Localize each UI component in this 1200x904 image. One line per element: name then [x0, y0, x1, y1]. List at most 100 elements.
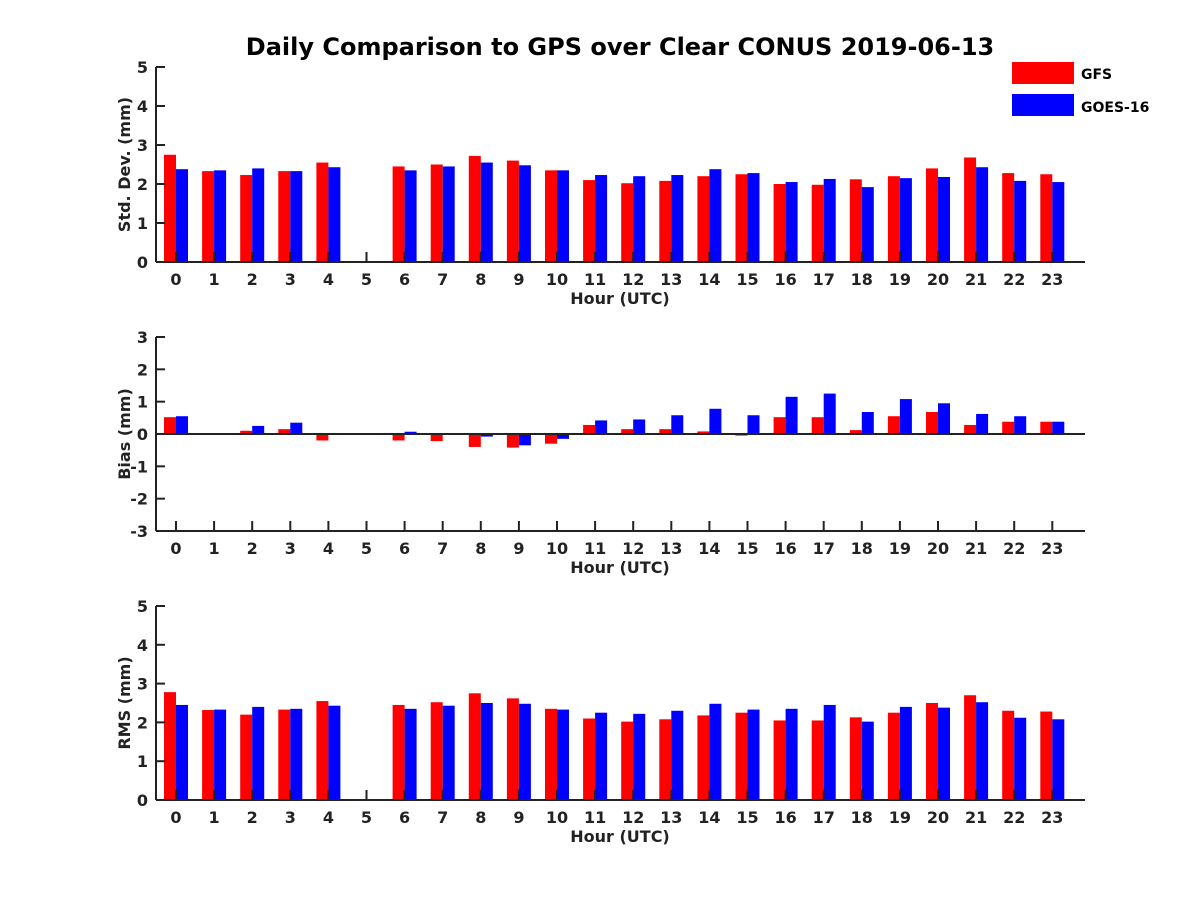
x-tick-label-rms-23: 23	[1041, 808, 1063, 827]
bar-rms-goes16-16	[785, 708, 798, 800]
x-tick-label-std-dev-11: 11	[584, 270, 606, 289]
y-tick-label-rms-0: 0	[137, 791, 148, 810]
bar-bias-goes16-23	[1052, 421, 1065, 434]
x-tick-label-std-dev-17: 17	[813, 270, 835, 289]
bar-std-dev-gfs-22	[1002, 173, 1015, 262]
x-tick-label-std-dev-14: 14	[698, 270, 720, 289]
x-tick-label-bias-6: 6	[399, 539, 410, 558]
bar-rms-goes16-15	[747, 709, 760, 800]
x-tick-label-std-dev-22: 22	[1003, 270, 1025, 289]
bar-rms-gfs-18	[849, 717, 862, 800]
bar-std-dev-goes16-23	[1052, 182, 1065, 262]
bar-rms-goes16-22	[1014, 717, 1027, 800]
bar-rms-goes16-10	[557, 709, 569, 800]
x-tick-label-std-dev-13: 13	[660, 270, 682, 289]
bar-std-dev-goes16-4	[328, 167, 341, 262]
y-tick-label-bias-2: -1	[130, 457, 148, 476]
bar-rms-goes16-11	[595, 712, 608, 800]
bar-rms-goes16-3	[290, 708, 303, 800]
bar-bias-goes16-2	[252, 425, 265, 434]
bar-std-dev-goes16-18	[861, 187, 874, 262]
bar-bias-gfs-11	[583, 424, 596, 434]
x-tick-label-bias-10: 10	[546, 539, 568, 558]
bar-std-dev-gfs-6	[392, 166, 405, 262]
x-tick-label-std-dev-2: 2	[247, 270, 258, 289]
bar-bias-gfs-20	[926, 412, 938, 434]
x-tick-label-std-dev-1: 1	[209, 270, 220, 289]
bar-std-dev-gfs-10	[545, 170, 557, 262]
bar-rms-goes16-12	[633, 713, 646, 800]
bar-std-dev-goes16-13	[671, 175, 684, 262]
bar-std-dev-goes16-3	[290, 171, 303, 262]
bar-std-dev-goes16-6	[404, 170, 417, 262]
legend-swatch-goes16	[1012, 94, 1074, 116]
x-tick-label-std-dev-18: 18	[851, 270, 873, 289]
x-tick-label-bias-4: 4	[323, 539, 334, 558]
bar-rms-gfs-15	[735, 712, 748, 800]
bar-rms-goes16-0	[176, 704, 188, 800]
x-tick-label-bias-7: 7	[437, 539, 448, 558]
x-tick-label-bias-21: 21	[965, 539, 987, 558]
x-tick-label-rms-6: 6	[399, 808, 410, 827]
x-tick-label-rms-14: 14	[698, 808, 720, 827]
bar-std-dev-goes16-7	[442, 166, 455, 262]
bar-bias-goes16-8	[480, 434, 493, 437]
x-tick-label-rms-18: 18	[851, 808, 873, 827]
x-tick-label-rms-7: 7	[437, 808, 448, 827]
x-tick-label-bias-20: 20	[927, 539, 949, 558]
x-tick-label-std-dev-12: 12	[622, 270, 644, 289]
x-tick-label-rms-12: 12	[622, 808, 644, 827]
bar-std-dev-gfs-16	[773, 184, 786, 262]
bar-bias-gfs-9	[506, 434, 519, 448]
bar-std-dev-goes16-20	[938, 176, 950, 262]
bar-rms-gfs-21	[964, 695, 977, 800]
x-tick-label-rms-13: 13	[660, 808, 682, 827]
y-tick-label-bias-4: 1	[137, 393, 148, 412]
bar-std-dev-goes16-15	[747, 173, 760, 262]
bar-std-dev-gfs-0	[164, 154, 176, 262]
bar-bias-gfs-10	[545, 434, 557, 444]
y-tick-label-std-dev-0: 0	[137, 253, 148, 272]
bar-rms-goes16-14	[709, 703, 722, 800]
y-axis-label-std-dev: Std. Dev. (mm)	[115, 97, 134, 232]
x-tick-label-std-dev-8: 8	[475, 270, 486, 289]
bar-rms-gfs-3	[278, 709, 291, 800]
x-tick-label-std-dev-23: 23	[1041, 270, 1063, 289]
bar-std-dev-gfs-3	[278, 171, 291, 262]
bar-rms-goes16-1	[214, 709, 227, 800]
bar-std-dev-gfs-17	[811, 184, 824, 262]
bar-std-dev-gfs-1	[202, 171, 215, 262]
bar-bias-gfs-23	[1040, 421, 1053, 434]
bar-std-dev-goes16-0	[176, 169, 188, 262]
x-tick-label-bias-18: 18	[851, 539, 873, 558]
bar-std-dev-gfs-13	[659, 180, 672, 262]
x-tick-label-rms-17: 17	[813, 808, 835, 827]
y-tick-label-rms-3: 3	[137, 675, 148, 694]
y-tick-label-std-dev-3: 3	[137, 136, 148, 155]
x-tick-label-bias-15: 15	[736, 539, 758, 558]
bar-std-dev-gfs-7	[430, 164, 443, 262]
x-tick-label-bias-1: 1	[209, 539, 220, 558]
bar-std-dev-gfs-11	[583, 180, 596, 262]
bar-rms-goes16-4	[328, 705, 341, 800]
x-tick-label-std-dev-19: 19	[889, 270, 911, 289]
x-tick-label-rms-19: 19	[889, 808, 911, 827]
bar-bias-gfs-16	[773, 417, 786, 434]
bar-bias-goes16-19	[899, 399, 912, 434]
bar-std-dev-gfs-2	[240, 175, 253, 262]
bar-rms-goes16-19	[899, 706, 912, 800]
bar-bias-gfs-12	[621, 429, 634, 434]
bar-rms-goes16-7	[442, 705, 455, 800]
x-tick-label-std-dev-15: 15	[736, 270, 758, 289]
x-tick-label-rms-16: 16	[774, 808, 796, 827]
bar-std-dev-goes16-9	[518, 165, 531, 262]
bar-std-dev-goes16-8	[480, 162, 493, 262]
bar-rms-gfs-10	[545, 708, 557, 800]
bar-bias-goes16-9	[518, 434, 531, 446]
x-tick-label-bias-13: 13	[660, 539, 682, 558]
x-tick-label-bias-5: 5	[361, 539, 372, 558]
x-tick-label-bias-23: 23	[1041, 539, 1063, 558]
x-tick-label-std-dev-16: 16	[774, 270, 796, 289]
y-tick-label-bias-5: 2	[137, 360, 148, 379]
